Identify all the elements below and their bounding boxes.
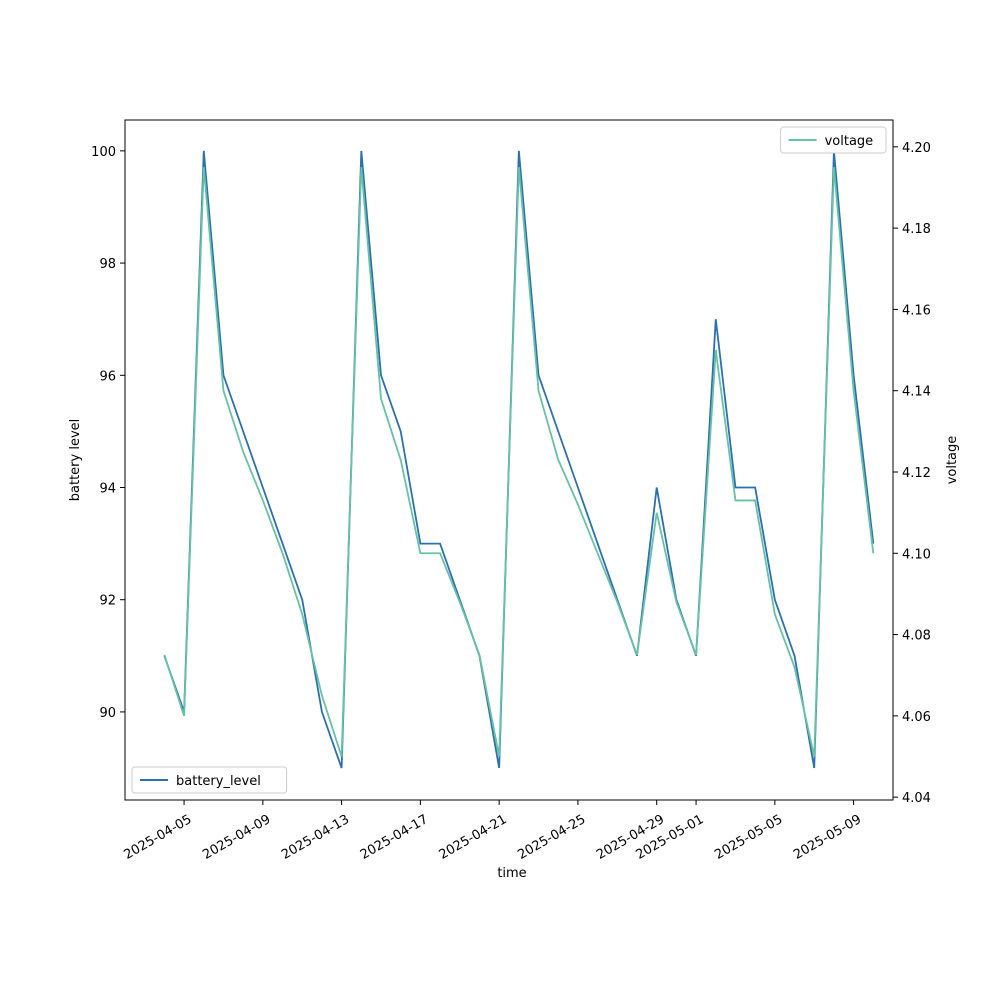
y2-tick-label: 4.12	[902, 466, 931, 481]
y2-tick-label: 4.14	[902, 385, 931, 400]
x-tick-label: 2025-04-05	[122, 812, 195, 863]
legend-label: voltage	[825, 134, 874, 149]
legend-box	[780, 126, 887, 154]
y2-tick-label: 4.06	[902, 710, 931, 725]
x-tick-label: 2025-05-09	[791, 812, 864, 863]
y2-tick-label: 4.16	[902, 303, 931, 318]
x-axis-label: time	[497, 866, 526, 881]
x-tick-label: 2025-04-25	[515, 812, 588, 863]
y2-tick-label: 4.08	[902, 629, 931, 644]
legend-label: battery_level	[176, 774, 261, 789]
line-series	[163, 150, 875, 769]
line-series	[163, 167, 875, 757]
legend: voltage	[780, 126, 887, 154]
y-tick-label: 92	[99, 594, 116, 609]
y-tick-label: 94	[99, 481, 116, 496]
y2-tick-label: 4.10	[902, 547, 931, 562]
y2-tick-label: 4.04	[902, 791, 931, 806]
y-axis-label: battery level	[68, 419, 83, 502]
y2-axis-label: voltage	[945, 436, 960, 485]
x-tick-label: 2025-05-05	[712, 812, 785, 863]
y2-tick-label: 4.18	[902, 222, 931, 237]
x-tick-label: 2025-04-21	[437, 812, 510, 863]
y2-tick-label: 4.20	[902, 141, 931, 156]
legend: battery_level	[131, 766, 288, 794]
y-tick-label: 100	[91, 145, 116, 160]
x-tick-label: 2025-04-09	[200, 812, 273, 863]
y-tick-label: 96	[99, 369, 116, 384]
legend-box	[131, 766, 288, 794]
y-tick-label: 90	[99, 706, 116, 721]
plot-frame	[124, 119, 894, 801]
y-tick-label: 98	[99, 257, 116, 272]
x-tick-label: 2025-04-17	[358, 812, 431, 863]
x-tick-label: 2025-04-13	[279, 812, 352, 863]
